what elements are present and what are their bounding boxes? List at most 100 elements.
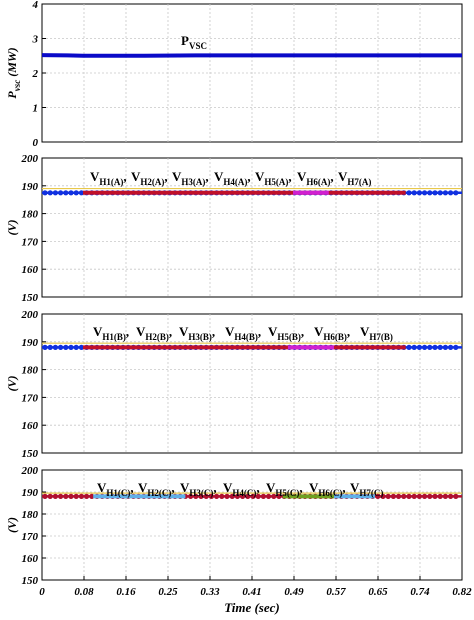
x-tick-label: 0.49 [284,586,304,598]
y-tick-label: 150 [22,448,39,460]
series-marker [52,493,59,499]
series-marker [52,344,59,350]
series-marker [406,190,412,196]
series-marker [416,493,422,499]
series-marker [442,344,448,350]
y-tick-label: 4 [32,0,39,11]
series-marker [422,493,428,499]
series-annotation-main: V [309,480,319,495]
series-annotation: VH2(B), [136,324,172,342]
series-annotation-separator: , [330,169,333,184]
series-marker [78,344,84,350]
series-marker [42,493,48,499]
series-annotation-sub: H5(C) [275,488,299,498]
y-tick-label: 160 [22,553,39,565]
series-annotation: VH6(B), [314,324,350,342]
series-marker [396,493,402,499]
x-tick-label: 0.25 [158,586,178,598]
series-annotation-main: V [136,324,146,339]
series-annotation-sub: H1(A) [99,177,123,187]
y-tick-label: 190 [22,337,39,349]
series-marker [406,493,412,499]
series-annotation: VH5(C), [266,480,303,498]
series-marker [442,493,448,499]
series-annotation-sub: H6(B) [323,332,347,342]
series-annotation-main: P [181,33,189,48]
y-tick-label: 1 [33,103,39,115]
series-annotation-separator: , [288,169,291,184]
y-tick-label: 0 [33,137,39,149]
series-annotation-sub: H2(C) [147,488,171,498]
series-marker [437,493,443,499]
y-tick-label: 160 [22,420,39,432]
series-marker [58,493,64,499]
series-marker [47,190,53,196]
x-tick-label: 0.57 [326,586,346,598]
series-annotation: VH1(A), [90,169,127,187]
series-annotation-sub: H5(B) [277,332,301,342]
y-axis-label: (V) [5,220,19,236]
series-annotation: VH6(C), [309,480,346,498]
series-marker [58,190,64,196]
series-marker [427,190,433,196]
y-tick-label: 200 [21,465,39,477]
series-annotation-sub: H3(C) [189,488,213,498]
series-marker [63,190,69,196]
series-marker [68,493,74,499]
series-annotation-sub: H3(A) [181,177,205,187]
series-marker [68,344,74,350]
series-annotation-separator: , [342,480,345,495]
series-marker [224,493,230,499]
series-annotation-sub: H7(B) [369,332,393,342]
series-annotation-main: V [223,480,233,495]
series-marker [432,344,438,350]
series-annotation-separator: , [169,324,172,339]
series-marker [47,493,53,499]
series-marker [63,344,69,350]
series-marker [68,190,74,196]
series-marker [432,493,438,499]
series-annotation-sub: H7(C) [359,488,383,498]
series-marker [73,190,79,196]
series-marker [193,493,199,499]
series-annotation: VH4(C), [223,480,260,498]
series-annotation-main: V [360,324,370,339]
series-marker [448,493,454,499]
series-marker [416,190,422,196]
series-marker [78,493,84,499]
series-marker [390,493,396,499]
series-marker [411,190,417,196]
y-axis-label-unit: (V) [5,220,19,236]
series-annotation: VH3(C), [180,480,217,498]
series-marker [437,190,443,196]
series-marker [188,493,194,499]
series-annotation: VH3(A), [172,169,209,187]
series-annotation-sub: H4(C) [232,488,256,498]
x-tick-label: 0.82 [452,586,472,598]
series-marker [266,493,272,499]
series-annotation: VH7(C) [350,480,383,498]
series-annotation: VH3(B), [179,324,215,342]
series-annotation-main: V [179,324,189,339]
series-annotation-sub: H4(B) [234,332,258,342]
y-tick-label: 170 [22,531,39,543]
series-annotation: VH5(B), [268,324,304,342]
series-annotation-sub: H7(A) [347,177,371,187]
series-annotation-sub: H2(B) [145,332,169,342]
series-annotation-main: V [172,169,182,184]
series-marker [401,493,407,499]
series-annotation: VH6(A), [297,169,334,187]
series-marker [42,344,48,350]
series-annotation-separator: , [299,480,302,495]
series-annotation: VH4(A), [214,169,251,187]
series-marker [442,190,448,196]
series-annotation-sub: VSC [189,41,207,51]
series-marker [89,493,95,499]
series-marker [411,493,417,499]
y-tick-label: 190 [22,181,39,193]
series-annotation: PVSC [181,33,207,51]
series-annotation-main: V [131,169,141,184]
series-marker [385,493,391,499]
